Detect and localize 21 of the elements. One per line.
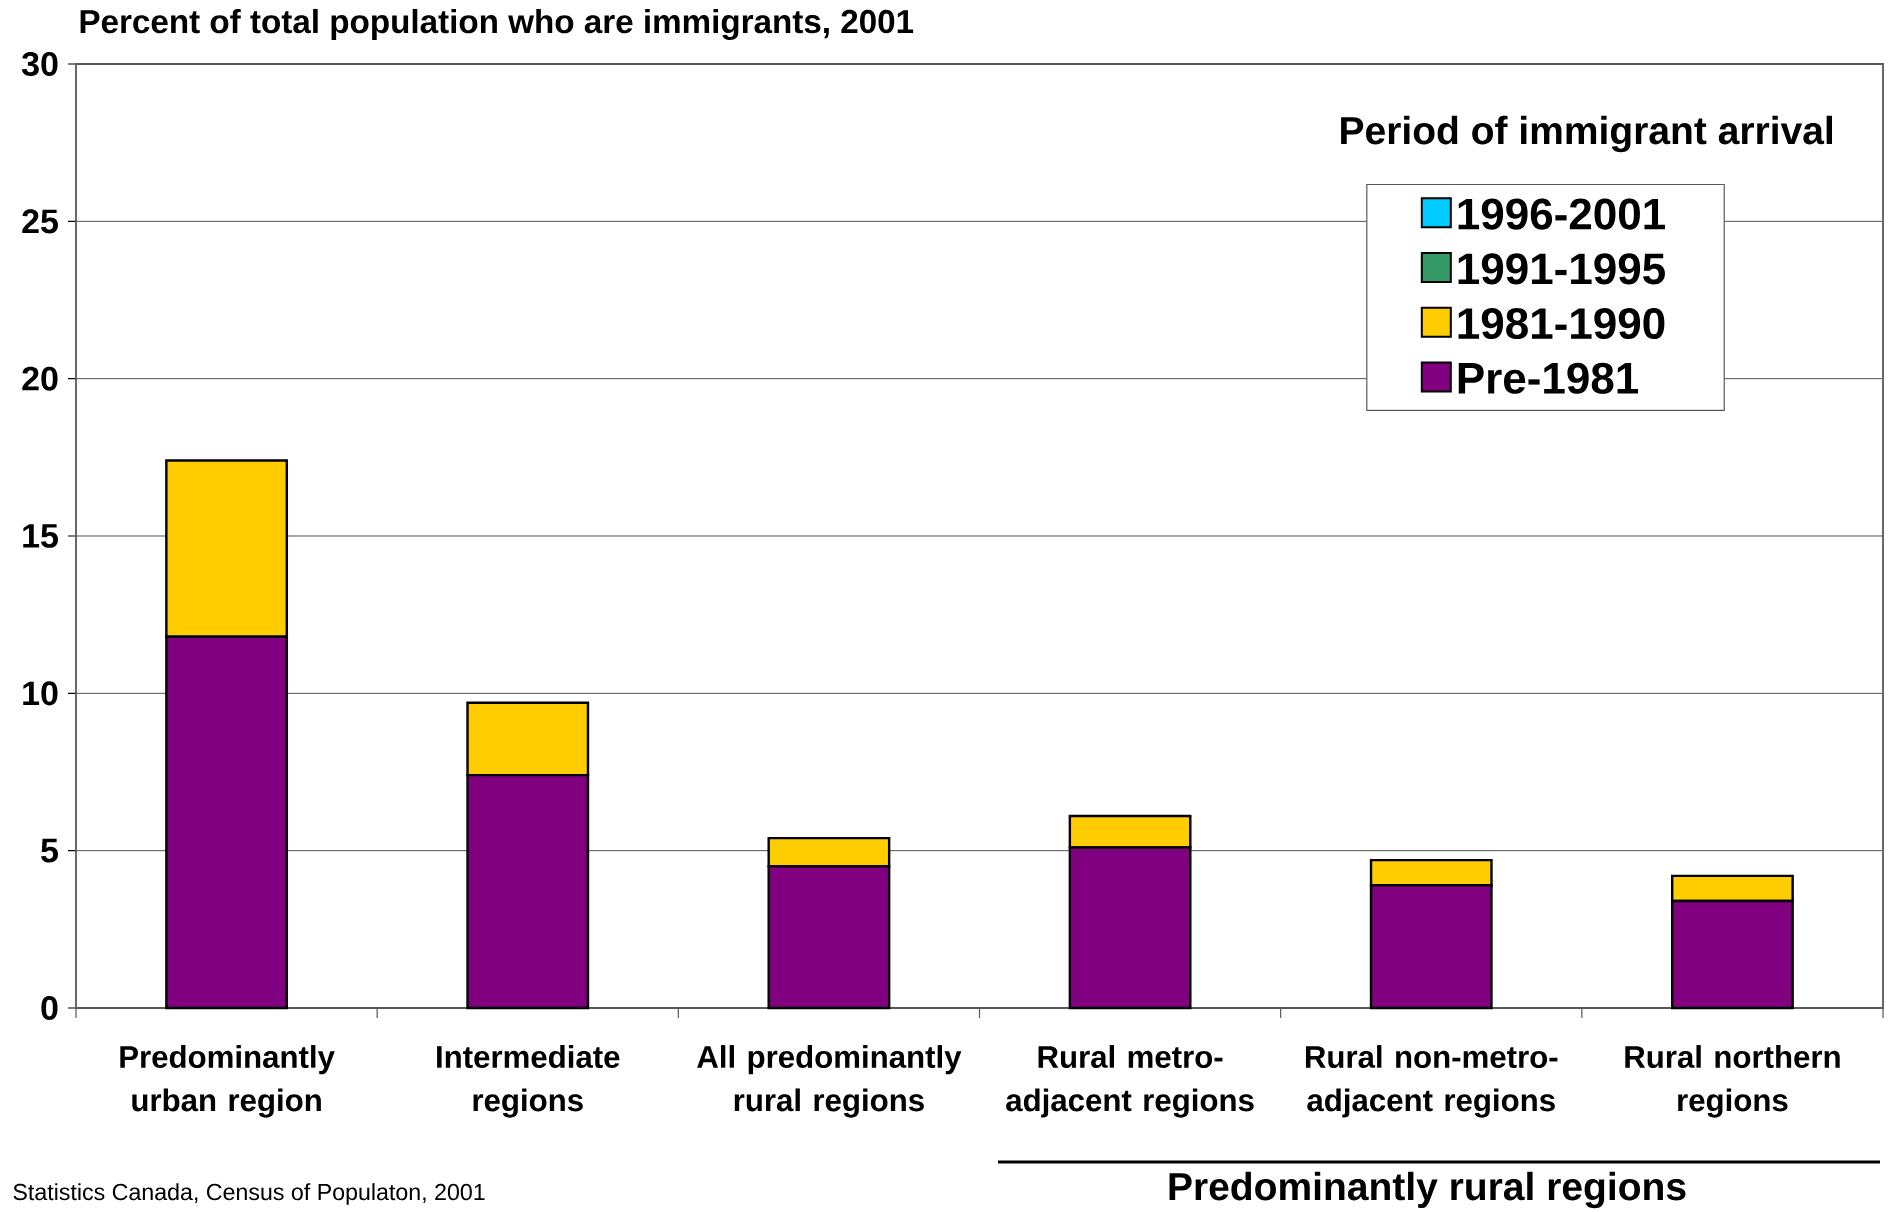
y-tick-label: 15 (23, 524, 58, 548)
x-tick-label: All predominantly rural regions (697, 1045, 962, 1118)
x-tick-label: Rural metro-adjacent regions (1006, 1045, 1254, 1118)
y-tick-label: 20 (22, 366, 58, 391)
y-tick-label: 5 (41, 838, 58, 863)
text: Predominantly rural regions (1169, 1171, 1686, 1209)
y-tick-label: 10 (23, 681, 58, 706)
legend-label: 1991-1995 (1458, 253, 1665, 285)
x-tick-label: Rural non-metro-adjacent regions (1305, 1045, 1558, 1118)
legend-title: Period of immigrant arrival (1341, 115, 1832, 153)
chart-title: Percent of total population who are immigrants, 2001 (80, 8, 914, 41)
x-tick-label: Intermediate regions (437, 1045, 620, 1118)
legend-label: 1981-1990 (1458, 307, 1665, 340)
x-tick-label: Predominantly urban region (120, 1045, 335, 1118)
legend-label: Pre-1981 (1458, 362, 1639, 394)
x-tick-label: Rural northern regions (1625, 1045, 1840, 1118)
legend-label: 1996-2001 (1458, 198, 1665, 230)
y-tick-label: 0 (41, 995, 58, 1021)
text: Statistics Canada, Census of Populaton, 2001 (13, 1183, 485, 1205)
y-tick-label: 25 (22, 209, 58, 234)
y-tick-label: 30 (21, 51, 58, 77)
